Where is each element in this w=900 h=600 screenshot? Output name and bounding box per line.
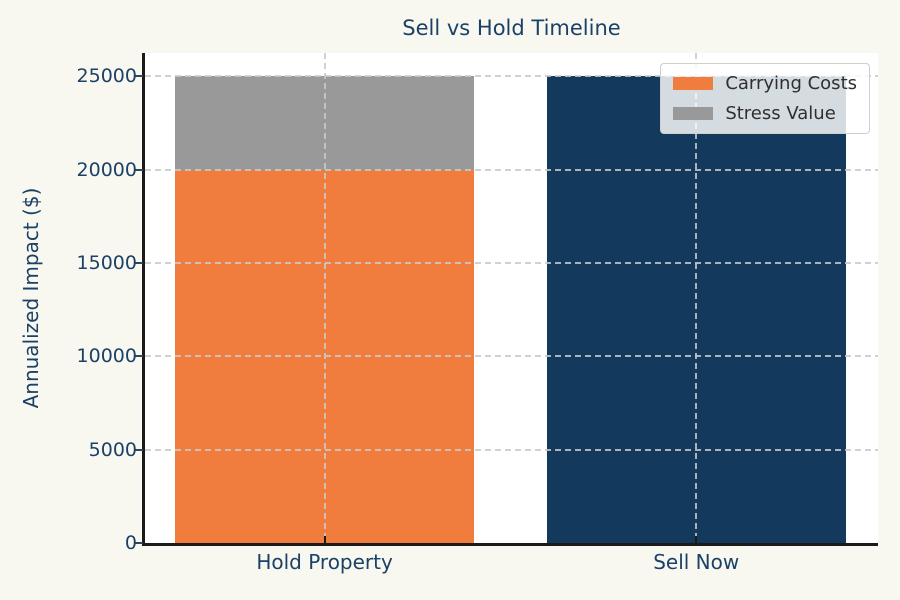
legend-item-carrying-costs: Carrying Costs [673, 73, 857, 94]
y-tick-label-10000: 10000 [76, 345, 137, 368]
y-tick-label-5000: 5000 [88, 438, 137, 461]
y-tick-label-15000: 15000 [76, 252, 137, 274]
y-tick-mark-25000 [134, 75, 143, 78]
gridline-y-5000 [145, 448, 878, 451]
x-tick-label-sell-now: Sell Now [653, 550, 740, 574]
y-tick-mark-0 [134, 542, 143, 544]
y-tick-mark-20000 [134, 168, 143, 171]
legend-item-stress-value: Stress Value [673, 103, 857, 124]
gridline-x-hold-property [323, 53, 326, 543]
x-tick-mark-sell-now [695, 536, 698, 543]
chart-title: Sell vs Hold Timeline [402, 16, 621, 40]
y-tick-mark-15000 [134, 262, 143, 264]
legend-swatch-carrying-costs [673, 77, 714, 90]
gridline-y-10000 [145, 355, 878, 358]
legend: Carrying Costs Stress Value [660, 63, 870, 134]
y-axis-label: Annualized Impact ($) [19, 187, 43, 409]
y-tick-label-25000: 25000 [76, 65, 137, 88]
legend-label-stress-value: Stress Value [725, 103, 836, 124]
x-tick-label-hold-property: Hold Property [256, 550, 393, 574]
y-tick-label-0: 0 [124, 532, 137, 554]
x-tick-mark-hold-property [323, 536, 326, 543]
y-axis-spine [142, 53, 145, 546]
y-tick-label-20000: 20000 [76, 158, 137, 181]
gridline-x-sell-now [695, 53, 698, 543]
x-axis-spine [142, 543, 878, 546]
legend-swatch-stress-value [673, 107, 714, 120]
gridline-y-25000 [145, 75, 878, 78]
gridline-y-20000 [145, 168, 878, 171]
plot-area: Carrying Costs Stress Value [145, 53, 878, 543]
legend-label-carrying-costs: Carrying Costs [725, 73, 857, 94]
y-tick-mark-5000 [134, 448, 143, 451]
y-tick-mark-10000 [134, 355, 143, 358]
gridline-y-15000 [145, 262, 878, 264]
